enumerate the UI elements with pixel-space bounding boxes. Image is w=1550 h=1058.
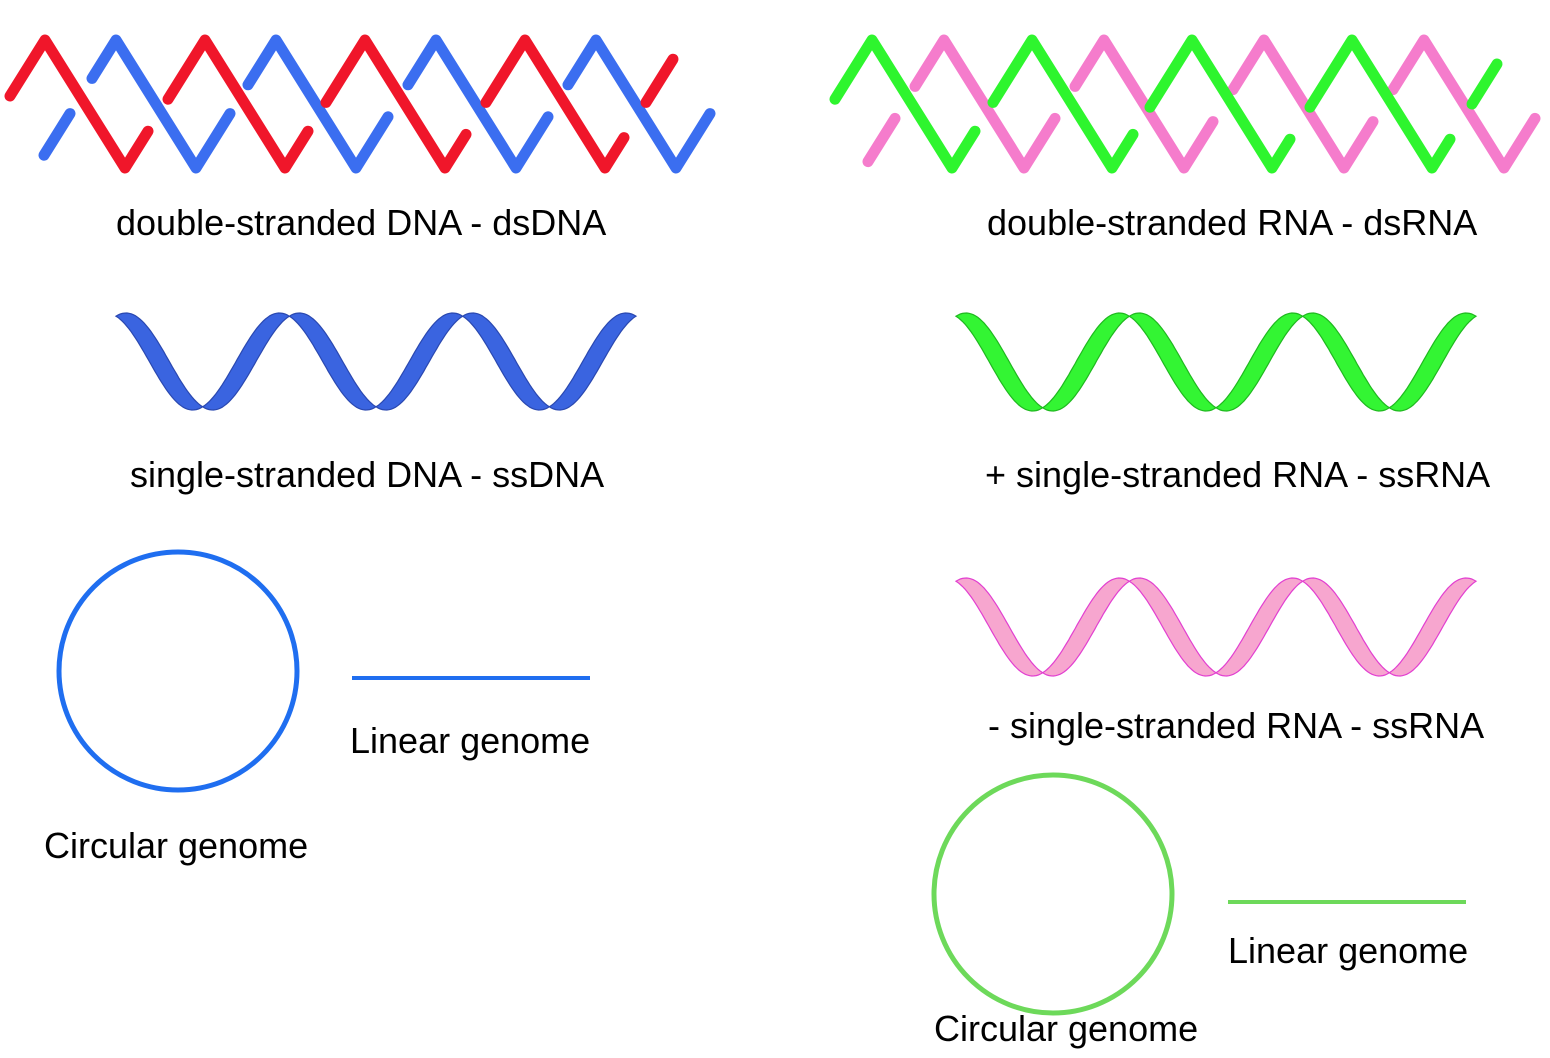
helix-strand-segment [4,34,154,174]
helix-strand-segment [86,34,236,174]
dna-circular-genome-icon [56,549,300,793]
helix-strand-segment [640,53,679,108]
dsdna-label: double-stranded DNA - dsDNA [116,202,606,243]
helix-strand-segment [242,34,394,174]
dsdna-helix-icon [4,34,716,174]
helix-strand-segment [320,34,472,174]
ssdna-ribbon-icon [114,312,638,411]
helix-strand-segment [162,34,314,174]
dsdna-front-strand [4,34,679,174]
dsrna-label: double-stranded RNA - dsRNA [987,202,1477,243]
helix-strand-segment [1144,34,1296,174]
rna-linear-genome-label: Linear genome [1228,930,1468,971]
helix-strand-segment [862,112,901,168]
positive-ssrna-label: + single-stranded RNA - ssRNA [985,454,1490,495]
dsrna-front-strand [829,34,1503,174]
rna-circular-genome-label: Circular genome [934,1008,1198,1049]
helix-strand-segment [1304,34,1456,174]
helix-strand-segment [1387,34,1541,174]
helix-strand-segment [829,34,981,174]
dna-circular-genome-label: Circular genome [44,825,308,866]
dsrna-helix-icon [829,34,1541,174]
dsrna-back-strand [862,34,1541,174]
negative-ssrna-ribbon-icon [954,577,1478,677]
helix-strand-segment [1069,34,1219,174]
positive-ssrna-ribbon-icon [954,312,1478,412]
helix-strand-segment [562,34,716,174]
dsdna-back-strand [38,34,716,174]
helix-strand-segment [987,34,1139,174]
helix-strand-segment [402,34,554,174]
helix-strand-segment [909,34,1061,174]
ssdna-label: single-stranded DNA - ssDNA [130,454,604,495]
helix-strand-segment [1227,34,1379,174]
rna-circular-genome-icon [931,772,1175,1016]
helix-strand-segment [38,108,76,161]
helix-strand-segment [1466,58,1503,110]
dna-linear-genome-label: Linear genome [350,720,590,761]
negative-ssrna-label: - single-stranded RNA - ssRNA [988,705,1484,746]
helix-strand-segment [480,34,630,174]
